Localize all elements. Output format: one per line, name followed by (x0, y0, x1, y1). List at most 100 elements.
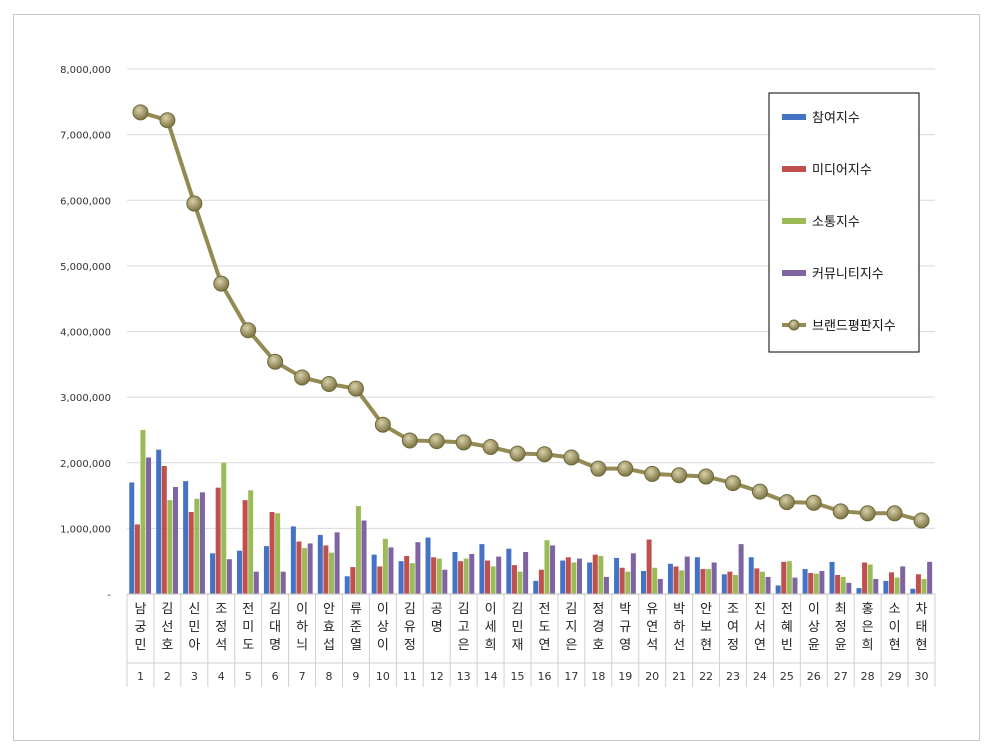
x-category-label: 신 (188, 602, 200, 617)
bar (748, 557, 754, 594)
x-category-label: 아 (188, 638, 200, 653)
bar (533, 580, 539, 594)
x-category-label: 열 (350, 638, 362, 653)
x-category-label: 정 (727, 638, 739, 653)
bar (565, 557, 571, 594)
x-category-label: 명 (269, 638, 281, 653)
bar (173, 487, 178, 594)
x-rank-label: 18 (591, 670, 605, 683)
y-tick-label: 5,000,000 (60, 262, 111, 273)
x-rank-label: 7 (299, 670, 306, 683)
x-category-label: 홍 (862, 602, 874, 617)
x-rank-label: 29 (888, 670, 902, 683)
x-category-label: 남 (134, 602, 146, 617)
bar (442, 569, 448, 594)
x-rank-label: 4 (218, 670, 225, 683)
y-tick-label: 1,000,000 (60, 524, 111, 535)
bar (290, 526, 296, 594)
x-category-label: 정 (404, 638, 416, 653)
line-series-group (132, 104, 930, 529)
y-tick-label: 6,000,000 (60, 196, 111, 207)
x-category-label: 조 (727, 602, 739, 617)
bar (248, 490, 254, 594)
bar (511, 565, 517, 594)
x-rank-label: 2 (164, 670, 171, 683)
line-point-marker (913, 512, 930, 529)
bar (355, 506, 361, 594)
line-point-marker (536, 446, 553, 463)
x-category-label: 이 (377, 638, 389, 653)
bar (436, 558, 442, 594)
bar (883, 580, 889, 594)
x-category-label: 준 (350, 620, 362, 635)
line-point-marker (374, 416, 391, 433)
legend-label: 미디어지수 (812, 163, 872, 178)
bar (463, 558, 469, 594)
y-tick-label: 2,000,000 (60, 459, 111, 470)
line-point-marker (294, 369, 311, 386)
x-category-label: 차 (916, 602, 928, 617)
bar (679, 570, 685, 594)
x-category-label: 이 (296, 602, 308, 617)
bar (317, 534, 323, 594)
x-rank-label: 13 (457, 670, 471, 683)
bar (361, 520, 367, 594)
x-rank-label: 6 (272, 670, 279, 683)
x-rank-label: 1 (137, 670, 144, 683)
bar-series (129, 449, 916, 594)
bar (129, 482, 135, 594)
y-tick-label: 7,000,000 (60, 131, 111, 142)
bar-series (146, 457, 933, 594)
bar (538, 569, 544, 594)
x-category-label: 류 (350, 602, 362, 617)
x-rank-label: 21 (672, 670, 686, 683)
y-tick-label: 8,000,000 (60, 65, 111, 76)
line-point-marker (886, 505, 903, 522)
x-category-label: 하 (296, 620, 308, 635)
bar (167, 500, 173, 594)
x-rank-label: 23 (726, 670, 740, 683)
bar (829, 561, 835, 594)
x-category-label: 은 (458, 638, 470, 653)
x-category-label: 대 (269, 620, 281, 635)
bar (226, 559, 232, 594)
bar (646, 539, 652, 594)
x-category-label: 궁 (134, 620, 146, 635)
x-category-label: 명 (431, 620, 443, 635)
bar (667, 563, 673, 594)
bar (862, 562, 868, 594)
bar (215, 487, 221, 594)
x-category-label: 고 (458, 620, 470, 635)
bar (577, 558, 582, 594)
bar (641, 571, 646, 594)
bar-series-group (129, 429, 933, 594)
bar (694, 557, 700, 594)
x-category-label: 하 (673, 620, 685, 635)
x-rank-label: 30 (915, 670, 929, 683)
bar (684, 556, 690, 594)
x-category-label: 은 (565, 638, 577, 653)
line-point-marker (401, 432, 418, 449)
legend-swatch-marker (788, 319, 800, 331)
bar-series (134, 466, 921, 594)
bar (802, 569, 808, 594)
bar (700, 569, 706, 594)
x-rank-label: 8 (326, 670, 333, 683)
x-category-label: 호 (161, 638, 173, 653)
bar (775, 585, 781, 594)
x-category-label: 김 (269, 602, 281, 617)
y-tick-label: 3,000,000 (60, 393, 111, 404)
x-category-label: 정 (215, 620, 227, 635)
bar (388, 547, 394, 594)
bar (302, 548, 308, 594)
x-category-label: 희 (485, 638, 497, 653)
y-axis-tick-labels: - 1,000,000 2,000,000 3,000,000 4,000,000 5,0… (60, 65, 111, 601)
line-point-marker (455, 434, 472, 451)
x-category-label: 혜 (781, 620, 793, 635)
x-category-label: 재 (512, 638, 524, 653)
bar (458, 561, 464, 594)
bar (727, 571, 733, 594)
bar (523, 552, 529, 594)
x-category-label: 박 (619, 602, 631, 617)
